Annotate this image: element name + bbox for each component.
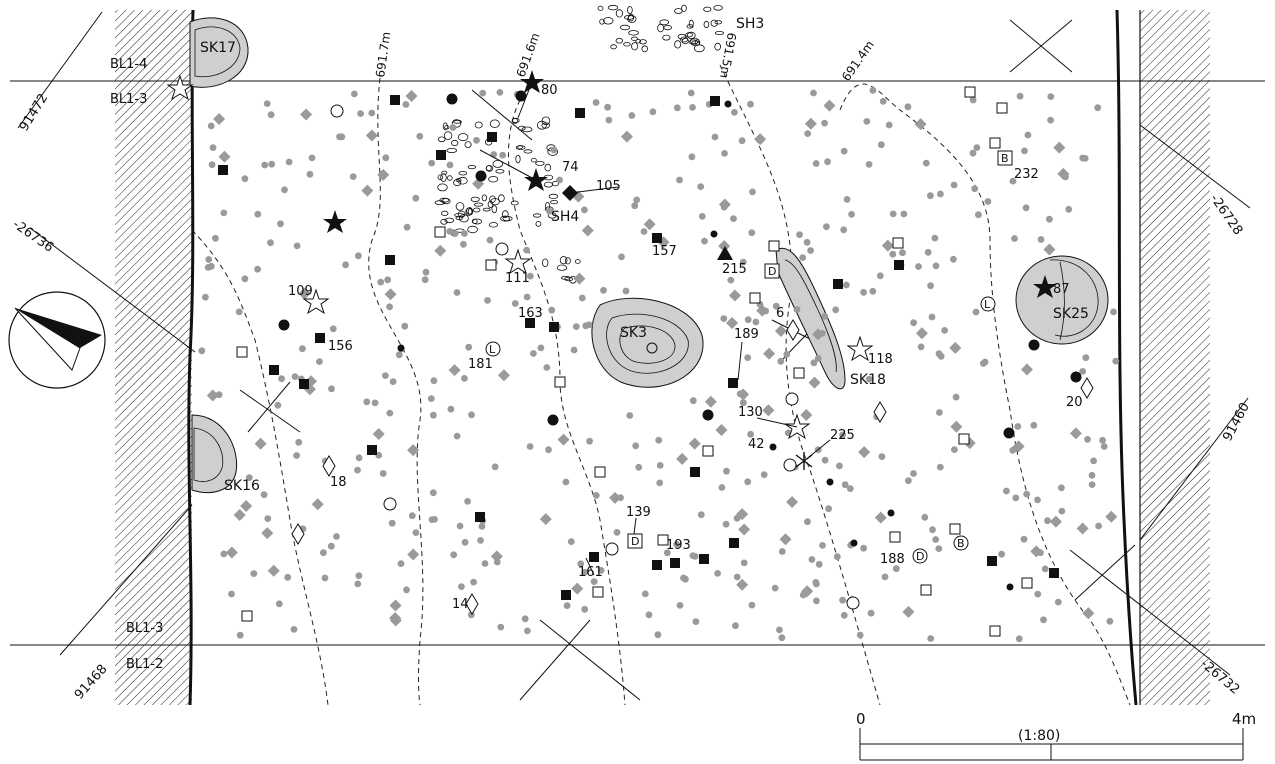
triangle-215 <box>717 246 733 260</box>
find-161: 161 <box>578 565 603 580</box>
coord-line-26732 <box>1069 549 1231 676</box>
scale-labels: 0 4m (1:80) <box>856 710 1256 744</box>
mark-b-232: B <box>1001 152 1009 165</box>
mark-b-188: B <box>957 537 965 550</box>
star-80 <box>520 70 544 93</box>
mark-d-215: D <box>768 265 776 278</box>
find-74: 74 <box>562 160 579 175</box>
coord-26728: -26728 <box>1207 192 1246 238</box>
label-sk17: SK17 <box>200 40 236 56</box>
find-157: 157 <box>652 244 677 259</box>
mark-d-188: D <box>916 550 924 563</box>
letter-markers: B D L L D D B <box>485 150 1013 564</box>
find-87: 87 <box>1053 282 1070 297</box>
find-14: 14 <box>452 597 469 612</box>
label-bl14-top: BL1-4 <box>110 57 147 72</box>
coord-91468: 91468 <box>72 662 111 703</box>
pit-sk25 <box>1015 255 1109 345</box>
contour-6915: 691.5m <box>717 31 739 79</box>
star-bl <box>166 74 194 101</box>
north-arrow <box>8 291 106 389</box>
pit-sk18 <box>775 247 846 390</box>
open-squares <box>236 86 1033 637</box>
contour-6916: 691.6m <box>514 31 543 79</box>
mark-l-181: L <box>489 343 496 356</box>
label-bl13-top: BL1-3 <box>110 92 147 107</box>
label-sk3: SK3 <box>620 325 647 341</box>
coord-line-91460 <box>1139 397 1249 541</box>
grid-cross-se <box>1074 544 1136 601</box>
scale-end: 4m <box>1232 710 1256 728</box>
coord-91460: 91460 <box>1220 400 1253 444</box>
find-163: 163 <box>518 306 543 321</box>
star-87 <box>1033 275 1057 298</box>
find-130: 130 <box>738 405 763 420</box>
east-wall-hatch <box>1140 10 1210 705</box>
label-bl13-bottom: BL1-3 <box>126 621 163 636</box>
contour-6917: 691.7m <box>373 31 393 79</box>
label-sk18: SK18 <box>850 372 886 388</box>
coord-91472: 91472 <box>17 91 52 134</box>
find-80: 80 <box>541 83 558 98</box>
scale-bar <box>859 728 1244 761</box>
leader-lines <box>479 81 831 576</box>
pit-sk16 <box>191 414 238 494</box>
find-181: 181 <box>468 357 493 372</box>
find-139: 139 <box>626 505 651 520</box>
find-42: 42 <box>748 437 765 452</box>
pit-sk17 <box>189 17 249 88</box>
scale-ratio: (1:80) <box>1018 728 1060 744</box>
gravel-dots <box>198 87 1120 643</box>
find-232: 232 <box>1014 167 1039 182</box>
coord-line-26736 <box>29 227 196 353</box>
scale-zero: 0 <box>856 710 866 728</box>
label-bl12-bottom: BL1-2 <box>126 657 163 672</box>
find-18: 18 <box>330 475 347 490</box>
label-sk25: SK25 <box>1053 306 1089 322</box>
pit-sk3 <box>591 297 704 388</box>
filled-squares <box>218 95 1059 600</box>
find-189: 189 <box>734 327 759 342</box>
mark-d-139: D <box>631 535 639 548</box>
star-111 <box>504 248 532 275</box>
pebble-cluster <box>434 4 725 284</box>
find-20: 20 <box>1066 395 1083 410</box>
label-sh3: SH3 <box>736 16 764 32</box>
star-118 <box>846 335 874 362</box>
coord-line-91468 <box>59 504 193 656</box>
open-diamonds <box>291 319 1094 615</box>
east-trench-edge <box>1115 9 1138 706</box>
find-105: 105 <box>596 179 621 194</box>
contour-6914: 691.4m <box>839 38 877 84</box>
star-109 <box>302 288 330 315</box>
label-sk16: SK16 <box>224 478 260 494</box>
coord-line-26728 <box>1139 124 1251 209</box>
find-109: 109 <box>288 284 313 299</box>
find-225: 225 <box>830 428 855 443</box>
west-trench-edge <box>187 9 195 706</box>
find-6: 6 <box>776 306 784 321</box>
mark-l-sk25: L <box>984 298 991 311</box>
grid-crosses <box>239 19 1073 701</box>
find-111: 111 <box>505 271 530 286</box>
find-188: 188 <box>880 552 905 567</box>
label-sh4: SH4 <box>551 209 579 225</box>
west-wall-hatch <box>115 10 192 705</box>
find-156: 156 <box>328 339 353 354</box>
coord-line-91472 <box>17 11 103 129</box>
artifact-circles <box>278 90 1082 610</box>
coord-26736: -26736 <box>10 217 56 256</box>
star-solid <box>323 210 347 233</box>
find-193: 193 <box>666 538 691 553</box>
find-118: 118 <box>868 352 893 367</box>
find-215: 215 <box>722 262 747 277</box>
